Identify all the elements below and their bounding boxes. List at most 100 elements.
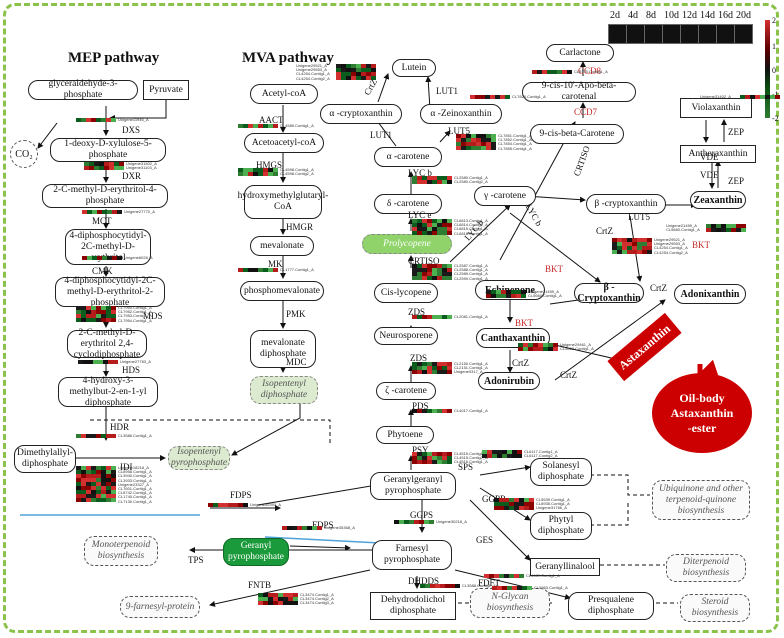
heatmap-cell bbox=[489, 574, 494, 578]
heatmap-cell bbox=[273, 597, 278, 601]
legend-stage-label: 20d bbox=[736, 10, 751, 21]
heatmap-cell bbox=[522, 586, 527, 590]
heatmap-cell bbox=[422, 272, 427, 276]
heatmap-cell bbox=[108, 360, 113, 364]
heatmap-cell bbox=[637, 250, 642, 254]
heatmap-cell bbox=[76, 478, 81, 482]
heatmap-aact bbox=[238, 124, 278, 128]
heatmap-cell bbox=[442, 409, 447, 413]
heatmap-cell bbox=[529, 502, 534, 506]
heatmap-cell bbox=[517, 586, 522, 590]
heatmap-cell bbox=[312, 526, 317, 530]
legend-stage-box bbox=[644, 24, 663, 44]
enzyme-lyc-e: LYC e bbox=[408, 210, 432, 220]
heatmap-cell bbox=[404, 520, 409, 524]
heatmap-cell bbox=[492, 586, 497, 590]
node-dolichol-pp: Dehydrodolichol diphosphate bbox=[370, 592, 456, 620]
heatmap-cell bbox=[491, 134, 496, 138]
heatmap-cell bbox=[627, 242, 632, 246]
heatmap-cell bbox=[248, 124, 253, 128]
heatmap-cell bbox=[101, 118, 106, 122]
heatmap-cell bbox=[775, 95, 780, 99]
heatmap-cell bbox=[76, 310, 81, 314]
heatmap-cell bbox=[524, 502, 529, 506]
enzyme-sps: SPS bbox=[458, 462, 474, 472]
heatmap-cell bbox=[497, 454, 502, 458]
heatmap-cell bbox=[466, 146, 471, 150]
enzyme-crtz-4: CrtZ bbox=[512, 358, 529, 368]
heatmap-cell bbox=[371, 76, 376, 80]
node-phosphomevalonate: phosphomevalonate bbox=[240, 281, 324, 301]
heatmap-cell bbox=[427, 409, 432, 413]
heatmap-cell bbox=[288, 593, 293, 597]
heatmap-cell bbox=[273, 593, 278, 597]
heatmap-cell bbox=[399, 520, 404, 524]
enzyme-zep: ZEP bbox=[728, 127, 745, 137]
heatmap-cell bbox=[107, 210, 112, 214]
heatmap-cell bbox=[111, 498, 116, 502]
heatmap-cell bbox=[481, 138, 486, 142]
heatmap-cell bbox=[432, 176, 437, 180]
heatmap-cell bbox=[253, 268, 258, 272]
heatmap-zds2 bbox=[412, 315, 452, 319]
heatmap-bkt bbox=[706, 224, 746, 232]
heatmap-cell bbox=[99, 162, 104, 166]
heatmap-cell bbox=[537, 70, 542, 74]
heatmap-cell bbox=[622, 238, 627, 242]
heatmap-cell bbox=[356, 68, 361, 72]
node-g3p: glyceraldehyde-3-phosphate bbox=[28, 79, 138, 100]
heatmap-cell bbox=[268, 268, 273, 272]
heatmap-gene-labels: CL4598.Contig1_A CL4598.Contig2_A bbox=[280, 167, 314, 177]
node-farnesyl-protein: 9-farnesyl-protein bbox=[120, 596, 200, 618]
heatmap-cell bbox=[412, 272, 417, 276]
heatmap-cell bbox=[81, 318, 86, 322]
heatmap-cell bbox=[557, 70, 562, 74]
heatmap-bkt bbox=[486, 290, 526, 298]
heatmap-cell bbox=[417, 362, 422, 366]
heatmap-cell bbox=[543, 343, 548, 347]
heatmap-cell bbox=[361, 76, 366, 80]
heatmap-gene-labels: CL6813.Contig1_A CL6814.Contig1_A CL6815… bbox=[454, 218, 488, 236]
enzyme-lut1: LUT1 bbox=[370, 130, 392, 140]
enzyme-fntb: FNTB bbox=[248, 580, 272, 590]
heatmap-cell bbox=[435, 584, 440, 588]
heatmap-cell bbox=[293, 601, 298, 605]
heatmap-ggps bbox=[394, 520, 434, 524]
heatmap-cell bbox=[351, 68, 356, 72]
heatmap-cell bbox=[106, 118, 111, 122]
heatmap-cell bbox=[412, 227, 417, 231]
heatmap-cell bbox=[509, 574, 514, 578]
heatmap-cell bbox=[76, 314, 81, 318]
heatmap-cell bbox=[361, 72, 366, 76]
heatmap-cell bbox=[273, 124, 278, 128]
enzyme-ccd7: CCD7 bbox=[574, 107, 598, 117]
node-hmbpp: 4-hydroxy-3-methylbut-2-en-1-yl diphosph… bbox=[58, 376, 158, 408]
legend-stage-box bbox=[626, 24, 645, 44]
heatmap-cell bbox=[87, 256, 92, 260]
heatmap-cell bbox=[455, 584, 460, 588]
heatmap-cell bbox=[422, 460, 427, 464]
enzyme-tps: TPS bbox=[188, 555, 204, 565]
heatmap-gene-labels: Unigene27783_A bbox=[120, 359, 151, 364]
heatmap-gene-labels: CL4589.Contig1_A bbox=[280, 123, 314, 128]
node-a-carotene: α -carotene bbox=[374, 147, 442, 167]
enzyme-hmgs: HMGS bbox=[256, 160, 283, 170]
heatmap-lut5 bbox=[456, 134, 496, 150]
heatmap-cell bbox=[442, 456, 447, 460]
heatmap-cell bbox=[273, 168, 278, 172]
enzyme-ccd8: CCD8 bbox=[578, 66, 602, 76]
heatmap-cell bbox=[111, 486, 116, 490]
heatmap-cell bbox=[422, 370, 427, 374]
node-lutein: Lutein bbox=[392, 59, 436, 77]
heatmap-cell bbox=[111, 318, 116, 322]
heatmap-cell bbox=[516, 294, 521, 298]
heatmap-cell bbox=[94, 162, 99, 166]
heatmap-cell bbox=[422, 315, 427, 319]
heatmap-cell bbox=[412, 231, 417, 235]
enzyme-psy: PSY bbox=[412, 445, 429, 455]
heatmap-cell bbox=[427, 176, 432, 180]
heatmap-cell bbox=[456, 142, 461, 146]
heatmap-gene-labels: Unigene30218_A bbox=[436, 519, 467, 524]
heatmap-cell bbox=[278, 601, 283, 605]
heatmap-cell bbox=[486, 290, 491, 294]
